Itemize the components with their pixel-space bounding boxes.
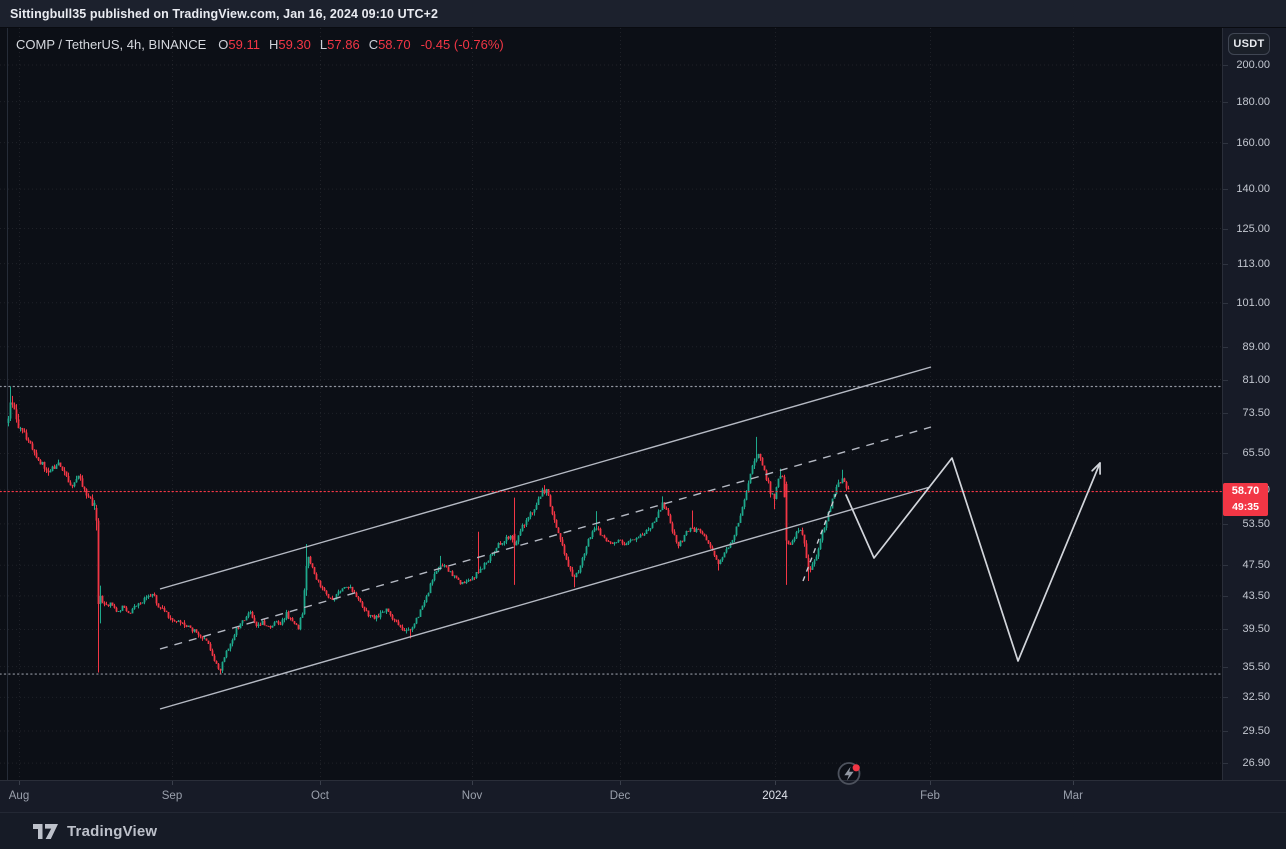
price-tick: [1223, 142, 1228, 144]
price-label: 160.00: [1236, 136, 1270, 149]
price-label: 47.50: [1242, 559, 1270, 572]
symbol-legend: COMP / TetherUS, 4h, BINANCE O59.11 H59.30…: [16, 37, 504, 52]
time-label: Dec: [609, 790, 631, 802]
price-label: 81.00: [1242, 373, 1270, 386]
price-label: 200.00: [1236, 59, 1270, 71]
price-tick: [1223, 413, 1228, 415]
price-label: 65.50: [1242, 447, 1270, 460]
price-tick: [1223, 697, 1228, 699]
price-label: 32.50: [1242, 691, 1270, 704]
price-change: -0.45 (-0.76%): [420, 37, 504, 52]
candlestick-series: [7, 386, 850, 674]
price-scale[interactable]: USDT 200.00 180.00 160.00 140.00 125.00 113.0…: [1222, 28, 1286, 780]
price-label: 101.00: [1236, 296, 1270, 309]
ohlc-item: O59.11: [218, 37, 260, 52]
lightning-icon: [837, 762, 861, 785]
price-tick: [1223, 523, 1228, 525]
symbol-title: COMP / TetherUS, 4h, BINANCE: [16, 37, 207, 52]
tradingview-logo[interactable]: TradingView: [33, 823, 157, 840]
time-label: Nov: [461, 790, 483, 802]
gridlines: [0, 28, 1222, 780]
price-label: 26.90: [1242, 757, 1270, 770]
candlestick-chart: [0, 28, 1222, 780]
time-tick: [472, 781, 473, 785]
price-label: 140.00: [1236, 183, 1270, 196]
price-label: 43.50: [1242, 589, 1270, 602]
price-tick: [1223, 731, 1228, 733]
price-tick: [1223, 565, 1228, 567]
price-tick: [1223, 101, 1228, 103]
price-label: 89.00: [1242, 340, 1270, 353]
price-label: 53.50: [1242, 517, 1270, 530]
price-label: 180.00: [1236, 95, 1270, 108]
projection-arrowhead: [1091, 462, 1101, 475]
ohlc-item: H59.30: [268, 37, 311, 52]
time-label: Sep: [161, 790, 183, 802]
publish-info: Sittingbull35 published on TradingView.c…: [10, 7, 439, 21]
footer: TradingView: [0, 812, 1286, 849]
time-label: Oct: [311, 790, 329, 802]
bar-countdown: 49:35: [1232, 501, 1259, 514]
tradingview-logo-icon: [33, 823, 58, 839]
price-tick: [1223, 189, 1228, 191]
price-tick: [1223, 379, 1228, 381]
time-tick: [172, 781, 173, 785]
price-tick: [1223, 346, 1228, 348]
price-tick: [1223, 302, 1228, 304]
price-label: 73.50: [1242, 407, 1270, 420]
price-tick: [1223, 629, 1228, 631]
time-label: Feb: [920, 790, 940, 802]
time-tick: [930, 781, 931, 785]
time-tick: [1073, 781, 1074, 785]
time-label: Aug: [8, 790, 30, 802]
time-tick: [19, 781, 20, 785]
price-tick: [1223, 453, 1228, 455]
price-label: 125.00: [1236, 222, 1270, 235]
time-tick: [775, 781, 776, 785]
channel-midline-dashed: [159, 426, 932, 650]
quick-alert-button[interactable]: [834, 758, 866, 790]
ohlc-item: C58.70: [368, 37, 411, 52]
publish-bar: Sittingbull35 published on TradingView.c…: [0, 0, 1286, 28]
currency-toggle-button[interactable]: USDT: [1228, 33, 1270, 55]
price-tick: [1223, 263, 1228, 265]
price-tick: [1223, 595, 1228, 597]
price-label: 39.50: [1242, 623, 1270, 636]
time-tick: [620, 781, 621, 785]
last-price: 58.70: [1231, 485, 1260, 498]
ohlc-item: L57.86: [319, 37, 360, 52]
price-label: 113.00: [1237, 257, 1270, 270]
price-tick: [1223, 666, 1228, 668]
tradingview-logo-text: TradingView: [67, 823, 158, 840]
price-tick: [1223, 65, 1228, 66]
price-tick: [1223, 763, 1228, 765]
channel-lower-line: [159, 486, 931, 710]
time-tick: [320, 781, 321, 785]
price-label: 35.50: [1242, 660, 1270, 673]
price-tick: [1223, 228, 1228, 230]
projection-zigzag: [845, 457, 1101, 662]
alert-red-dot: [852, 764, 860, 772]
last-price-badge: 58.70 49:35: [1223, 483, 1268, 517]
ohlc-values: O59.11 H59.30 L57.86 C58.70: [218, 37, 410, 52]
chart-pane[interactable]: COMP / TetherUS, 4h, BINANCE O59.11 H59.30…: [0, 28, 1222, 785]
time-label: Mar: [1063, 790, 1083, 802]
time-scale[interactable]: Aug Sep Oct Nov Dec 2024 Feb Mar: [0, 780, 1286, 812]
channel-upper-line: [159, 366, 932, 590]
steep-trendline-dashed: [802, 493, 837, 582]
time-label: 2024: [762, 790, 788, 802]
price-label: 29.50: [1242, 725, 1270, 738]
